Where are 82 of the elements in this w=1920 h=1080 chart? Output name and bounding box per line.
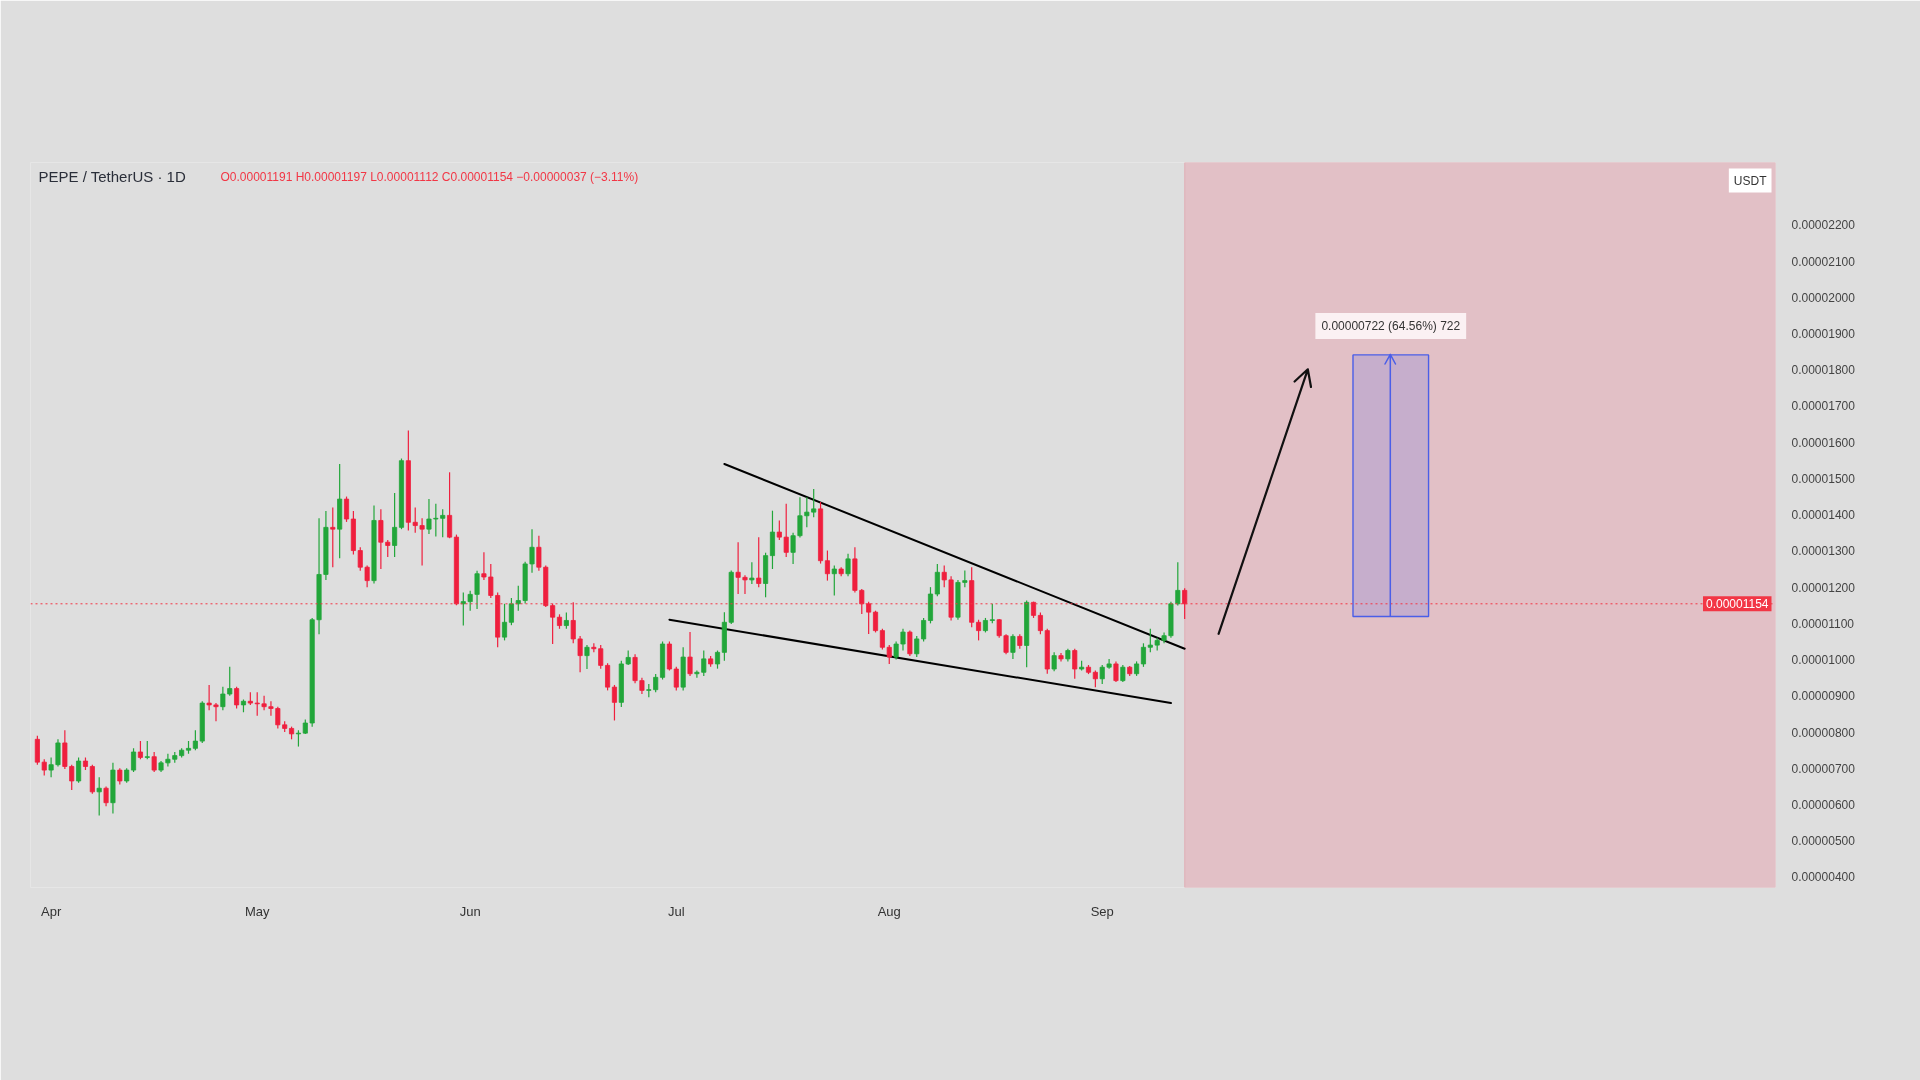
- y-tick-label: 0.00002200: [1791, 218, 1856, 233]
- candlestick: [1037, 611, 1043, 635]
- candlestick: [907, 630, 913, 657]
- candlestick: [529, 528, 535, 574]
- y-tick-label: 0.00001400: [1791, 508, 1856, 523]
- candlestick: [934, 563, 940, 597]
- candlestick: [653, 673, 659, 693]
- candlestick: [989, 603, 995, 624]
- y-axis-title: USDT: [1733, 173, 1768, 188]
- candlestick: [756, 536, 762, 588]
- candlestick: [673, 666, 679, 691]
- y-tick-label: 0.00001100: [1791, 616, 1855, 631]
- y-tick-label: 0.00001700: [1791, 399, 1856, 414]
- candlestick: [234, 686, 240, 710]
- y-tick-label: 0.00000800: [1791, 725, 1856, 740]
- candlestick: [103, 785, 109, 807]
- candlestick: [605, 662, 611, 691]
- candlestick: [1182, 587, 1188, 620]
- candlestick: [1072, 648, 1078, 680]
- y-tick-label: 0.00000900: [1791, 689, 1856, 704]
- candlestick: [976, 619, 982, 641]
- candlestick: [941, 564, 947, 588]
- candlestick: [426, 498, 432, 535]
- candlestick: [1147, 628, 1153, 653]
- chart-title: PEPE / TetherUS · 1D: [38, 168, 186, 185]
- y-tick-label: 0.00000600: [1791, 798, 1856, 813]
- candlestick: [584, 644, 590, 670]
- candlestick: [1099, 664, 1105, 685]
- candlestick: [831, 564, 837, 597]
- candlestick: [1113, 660, 1119, 683]
- candlestick: [1140, 642, 1146, 668]
- text: O0.00001191 H0.00001197 L0.00001112 C0.00001154 −0.00000037 (−3.11%): [220, 169, 639, 184]
- data-label: 0.00000722 (64.56%) 722: [1321, 318, 1461, 333]
- candlestick: [536, 535, 542, 572]
- x-tick-label: May: [244, 903, 270, 919]
- candlestick: [577, 635, 583, 673]
- candlestick: [714, 649, 721, 670]
- candlestick: [893, 640, 899, 661]
- ref-line-label: 0.00001154: [1705, 597, 1769, 612]
- candlestick: [330, 506, 336, 568]
- y-tick-label: 0.00001300: [1791, 544, 1856, 559]
- candlestick: [687, 631, 693, 677]
- candlestick: [824, 549, 830, 582]
- candlestick: [1051, 651, 1057, 672]
- candlestick: [845, 553, 851, 577]
- y-tick-label: 0.00001800: [1791, 363, 1856, 378]
- x-tick-label: Jul: [667, 903, 685, 919]
- candlestick: [144, 740, 150, 760]
- x-tick-label: Sep: [1090, 903, 1114, 919]
- candlestick: [1010, 633, 1016, 660]
- y-tick-label: 0.00000400: [1791, 870, 1856, 885]
- candlestick: [206, 684, 212, 711]
- candlestick: [769, 510, 775, 570]
- candlestick: [76, 756, 82, 784]
- y-tick-label: 0.00001600: [1791, 435, 1856, 450]
- candlestick: [137, 740, 143, 760]
- y-tick-label: 0.00001200: [1791, 580, 1856, 595]
- candlestick: [151, 751, 157, 773]
- x-tick-label: Aug: [877, 903, 901, 919]
- candlestick: [570, 601, 576, 644]
- candlestick: [611, 684, 617, 722]
- y-tick-label: 0.00001000: [1791, 653, 1856, 668]
- candlestick: [213, 702, 219, 722]
- y-tick-label: 0.00000500: [1791, 834, 1856, 849]
- candlestick: [447, 471, 453, 539]
- candlestick: [502, 603, 508, 641]
- candlestick: [378, 508, 384, 570]
- candlestick: [131, 747, 137, 773]
- candlestick: [749, 561, 755, 585]
- candlestick: [392, 492, 398, 558]
- y-tick-label: 0.00002100: [1791, 254, 1856, 269]
- y-tick-label: 0.00001500: [1791, 471, 1856, 486]
- x-tick-label: Jun: [459, 903, 481, 919]
- candlestick: [1175, 561, 1181, 607]
- candlestick: [900, 628, 906, 652]
- x-tick-label: Apr: [41, 903, 62, 919]
- candlestick: [96, 776, 102, 816]
- y-tick-label: 0.00002000: [1791, 290, 1856, 305]
- y-tick-label: 0.00001900: [1791, 327, 1856, 342]
- candlestick: [866, 601, 872, 635]
- y-tick-label: 0.00000700: [1791, 761, 1856, 776]
- candlestick: [343, 495, 350, 523]
